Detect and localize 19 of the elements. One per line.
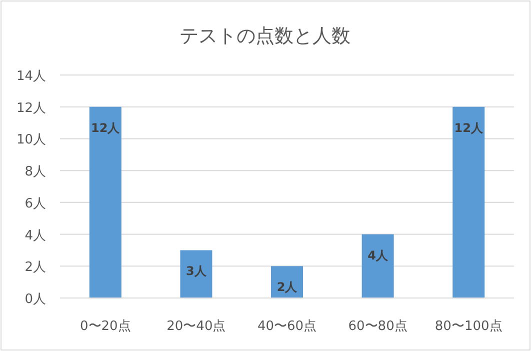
xtick: 0〜20点 [80,319,131,334]
ytick: 0人 [24,292,46,307]
data-label: 12人 [454,120,483,135]
data-label: 2人 [276,280,298,294]
data-label: 4人 [368,248,388,262]
ytick: 12人 [16,100,46,116]
data-label: 12人 [91,120,120,135]
ytick: 14人 [16,69,46,84]
xtick: 20〜40点 [166,319,226,334]
ytick: 2人 [24,260,46,276]
xtick: 40〜60点 [257,319,317,334]
xtick: 80〜100点 [434,319,502,334]
ytick: 4人 [24,228,46,244]
title: テストの点数と人数 [180,25,350,47]
ytick: 8人 [24,164,46,180]
ytick: 10人 [16,132,46,148]
ytick: 6人 [24,196,46,212]
xtick: 60〜80点 [348,319,408,334]
data-label: 3人 [186,264,206,278]
